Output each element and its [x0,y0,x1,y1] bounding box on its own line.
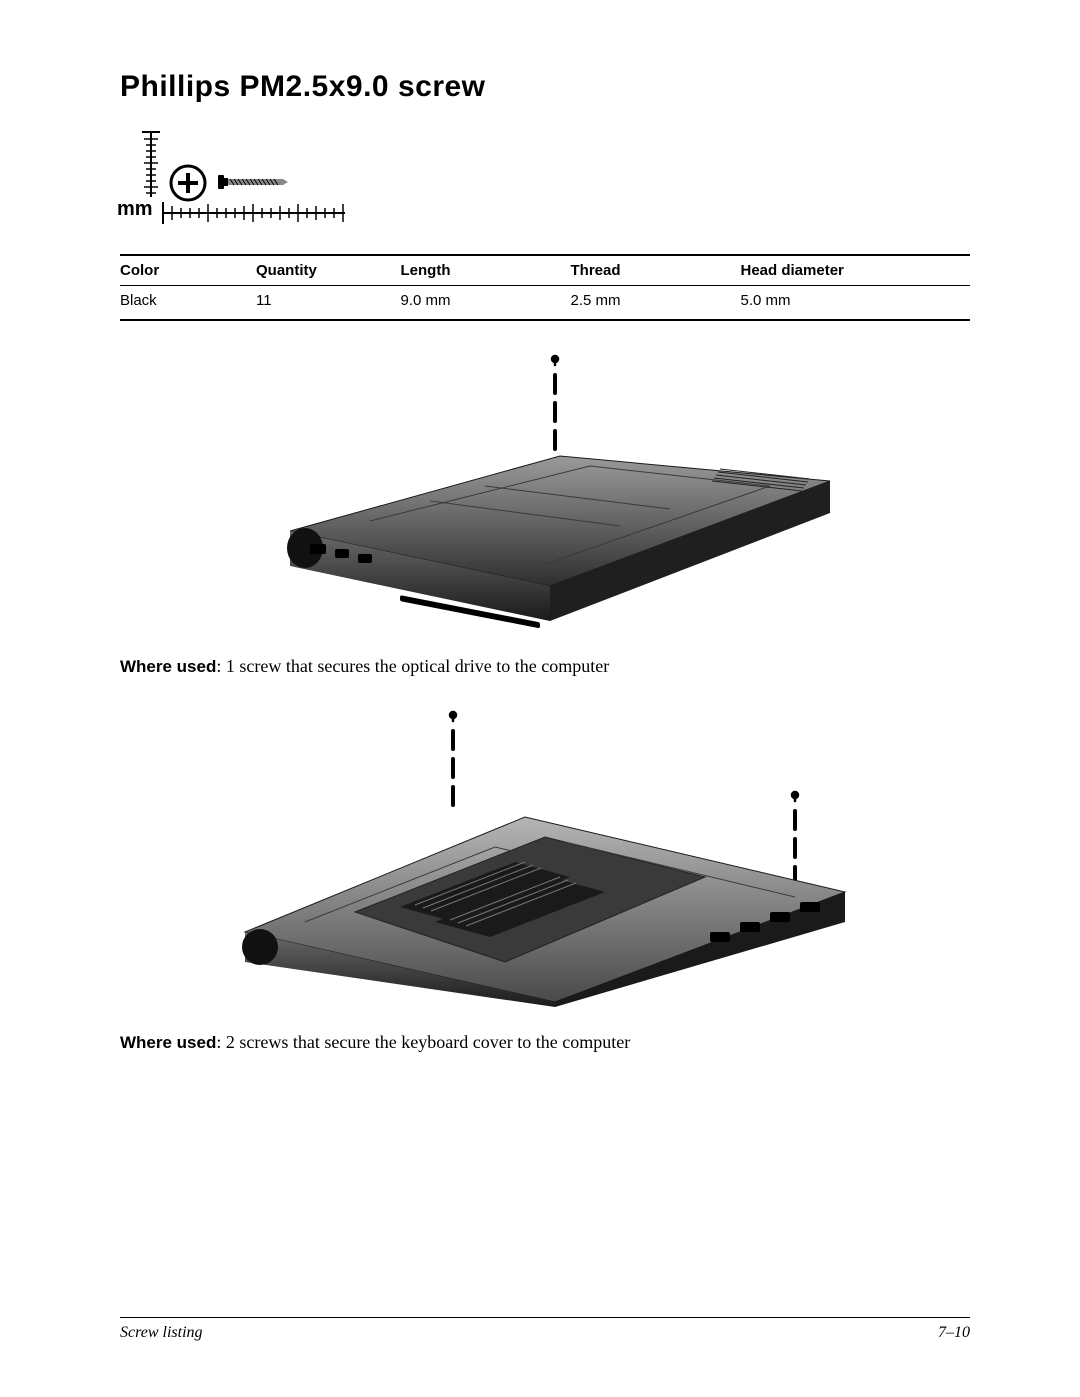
table-cell: 2.5 mm [571,286,741,321]
page-footer: Screw listing 7–10 [120,1317,970,1342]
mm-label: mm [117,198,153,221]
caption-text: : 2 screws that secure the keyboard cove… [216,1032,630,1052]
table-cell: Black [120,286,256,321]
caption-text: : 1 screw that secures the optical drive… [216,656,609,676]
screw-side-icon [218,169,288,195]
footer-left: Screw listing [120,1324,203,1342]
footer-right: 7–10 [938,1324,970,1342]
page-title: Phillips PM2.5x9.0 screw [120,70,970,104]
caption-1: Where used: 1 screw that secures the opt… [120,656,970,677]
col-header: Head diameter [741,255,971,286]
horizontal-ruler-icon [162,202,347,224]
col-header: Length [401,255,571,286]
table-header-row: Color Quantity Length Thread Head diamet… [120,255,970,286]
col-header: Quantity [256,255,401,286]
caption-label: Where used [120,1033,216,1052]
table-cell: 11 [256,286,401,321]
col-header: Color [120,255,256,286]
caption-2: Where used: 2 screws that secure the key… [120,1032,970,1053]
table-cell: 9.0 mm [401,286,571,321]
laptop-bottom-illustration-2 [235,707,855,1007]
vertical-ruler-icon [142,131,160,199]
screw-head-icon [169,164,207,202]
figure-optical-drive [120,351,970,636]
table-cell: 5.0 mm [741,286,971,321]
col-header: Thread [571,255,741,286]
laptop-bottom-illustration-1 [250,351,840,631]
table-row: Black 11 9.0 mm 2.5 mm 5.0 mm [120,286,970,321]
caption-label: Where used [120,657,216,676]
screw-spec-table: Color Quantity Length Thread Head diamet… [120,254,970,321]
figure-keyboard-cover [120,707,970,1012]
screw-ruler-diagram: mm [120,134,970,224]
